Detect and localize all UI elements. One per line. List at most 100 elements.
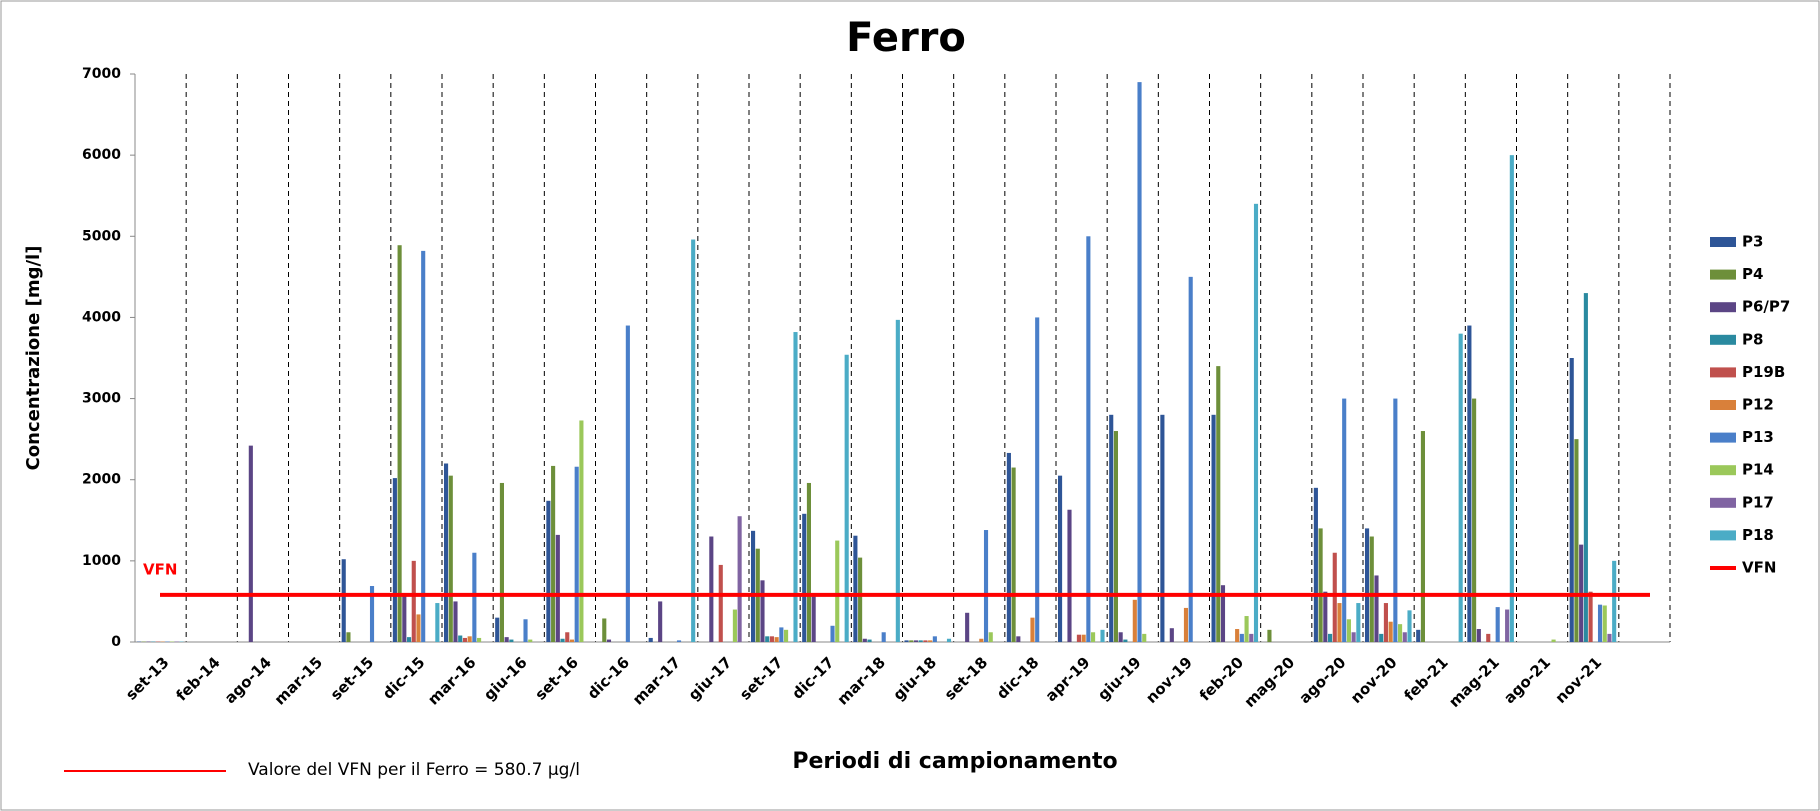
bar [1472, 398, 1477, 642]
bar [1142, 633, 1147, 642]
bar [1509, 155, 1514, 642]
y-tick-label: 6000 [82, 147, 121, 163]
bar [625, 325, 630, 642]
bar [1407, 610, 1412, 642]
bar [811, 596, 816, 642]
legend-swatch [1710, 497, 1736, 508]
legend-label: P4 [1742, 265, 1763, 283]
bar [1402, 632, 1407, 642]
bar [1244, 616, 1249, 642]
bar [397, 245, 402, 642]
bar [718, 564, 723, 642]
legend-swatch [1710, 530, 1736, 541]
bar [1216, 366, 1221, 642]
bar [546, 500, 551, 642]
bar [1398, 624, 1403, 642]
bar [1118, 632, 1123, 642]
legend-swatch [1710, 432, 1736, 443]
bar [1346, 619, 1351, 642]
bar [1323, 591, 1328, 642]
bar [444, 463, 449, 642]
y-tick-label: 5000 [82, 228, 121, 244]
bar [844, 354, 849, 642]
legend-label: P17 [1742, 493, 1774, 511]
bar [779, 627, 784, 642]
bar [1318, 528, 1323, 642]
bar [1332, 552, 1337, 642]
bar [895, 319, 900, 642]
bar [1612, 560, 1617, 642]
bar [1211, 414, 1216, 642]
legend-swatch [1710, 465, 1736, 476]
bar [1109, 414, 1114, 642]
bar [248, 445, 253, 642]
bar [918, 640, 923, 642]
bar [523, 619, 528, 642]
bar [1267, 629, 1272, 642]
bar [988, 632, 993, 642]
bar [453, 601, 458, 642]
bar [858, 557, 863, 642]
bar [784, 629, 789, 642]
bar [1137, 82, 1142, 643]
bar [793, 332, 798, 642]
legend-label: P3 [1742, 233, 1763, 251]
y-tick-label: 0 [111, 634, 121, 650]
bar [1100, 629, 1105, 642]
bar [1476, 629, 1481, 642]
bar [648, 637, 653, 642]
bar [579, 420, 584, 642]
bar [983, 530, 989, 642]
bar [458, 635, 463, 642]
bar [862, 638, 867, 642]
bar [1551, 639, 1556, 642]
bar [1006, 452, 1011, 642]
bar [462, 637, 467, 642]
bar [1188, 276, 1193, 642]
bar [774, 637, 779, 642]
bar [416, 614, 421, 642]
bar [411, 560, 416, 642]
bar [765, 636, 770, 642]
bar [1351, 632, 1356, 642]
bar [1365, 528, 1370, 642]
chart-title: Ferro [846, 15, 966, 61]
bar [406, 637, 412, 642]
bar [509, 639, 514, 642]
bar [1160, 414, 1165, 642]
bar [1597, 604, 1603, 642]
y-axis-label: Concentrazione [mg/l] [23, 246, 44, 471]
bar [1574, 439, 1579, 642]
bar [555, 534, 560, 642]
bar [932, 636, 937, 642]
legend-swatch [1710, 269, 1736, 280]
bar [551, 465, 556, 642]
bar [467, 636, 472, 642]
bar [602, 618, 607, 642]
bar [477, 637, 482, 642]
legend-label: VFN [1742, 559, 1776, 577]
bar [435, 603, 440, 642]
legend-label: P18 [1742, 526, 1774, 544]
bar [495, 617, 500, 642]
bar [904, 640, 909, 642]
bar [1356, 603, 1361, 642]
bar [1379, 633, 1384, 642]
legend-swatch [1710, 367, 1736, 378]
bar [1123, 639, 1128, 642]
bar [1076, 634, 1081, 642]
bar [658, 601, 663, 642]
bar [751, 530, 756, 642]
bar [1467, 325, 1472, 642]
bar [565, 632, 570, 642]
bar [946, 638, 952, 642]
bar [1081, 634, 1086, 642]
bar [1505, 609, 1510, 642]
bar [472, 552, 477, 642]
bar [528, 639, 533, 642]
bar [402, 593, 407, 642]
bar [867, 639, 872, 642]
bar [881, 632, 886, 642]
y-tick-label: 4000 [82, 309, 121, 325]
